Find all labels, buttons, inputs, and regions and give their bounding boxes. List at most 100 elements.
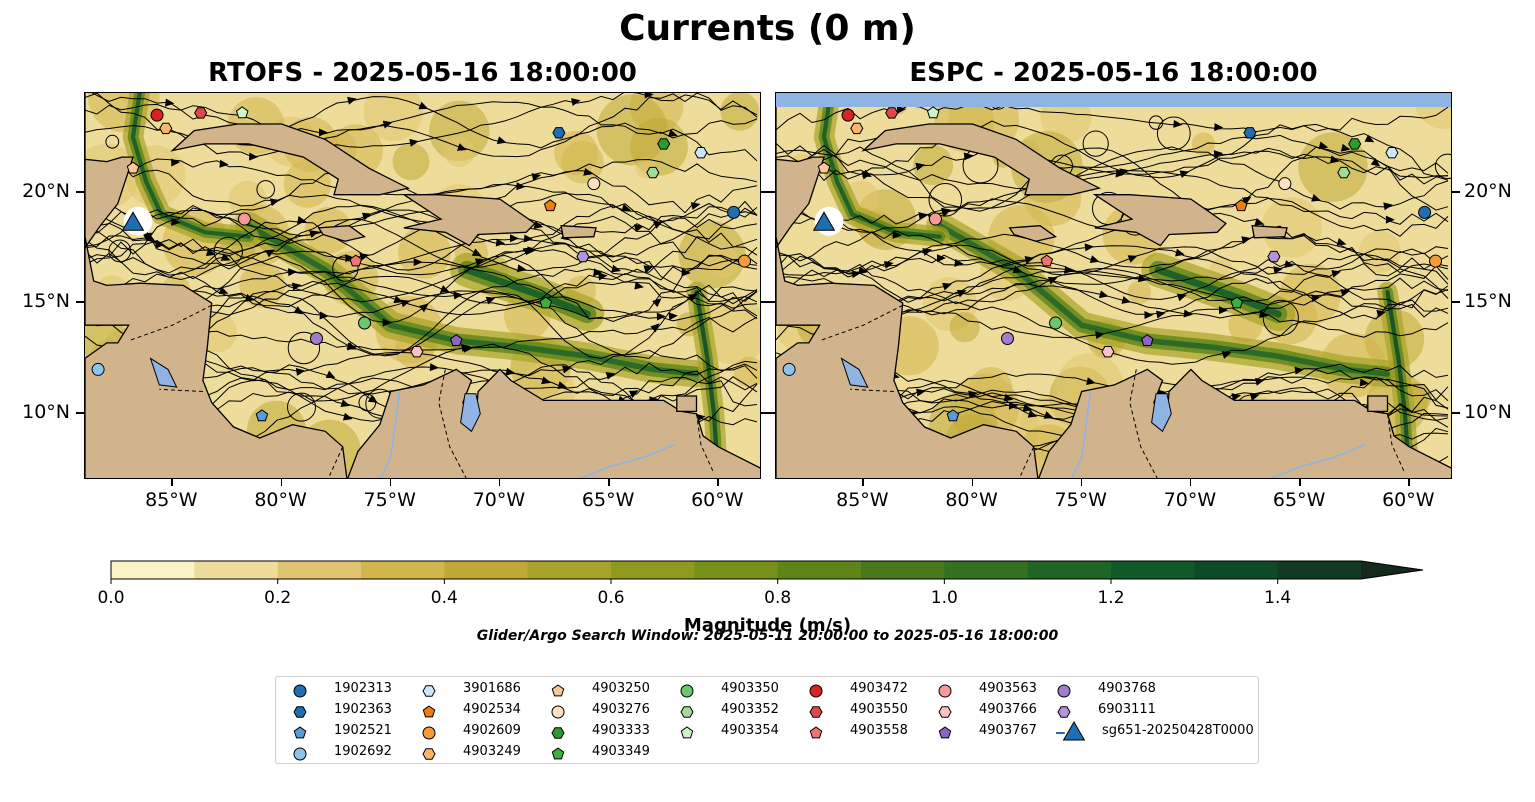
- legend-pentagon-marker: [809, 726, 823, 739]
- colorbar-segment: [527, 561, 612, 579]
- legend-marker-icon: [809, 684, 823, 698]
- legend-hexagon-marker: [1057, 706, 1071, 718]
- legend-hexagon-marker: [293, 706, 307, 718]
- legend-marker-icon: [422, 726, 436, 740]
- legend-circle-marker: [293, 684, 307, 698]
- marker-4902609: [738, 254, 752, 268]
- border: [128, 304, 212, 342]
- lat-tick-label-right: 10°N: [1464, 400, 1512, 423]
- marker-4903768: [309, 331, 323, 345]
- marker-4903550: [194, 107, 208, 119]
- lat-tick-mark: [1452, 301, 1460, 304]
- legend-label: 1902313: [334, 681, 392, 696]
- marker-4903766: [1101, 346, 1115, 358]
- colorbar-tick-label: 0.0: [97, 588, 125, 608]
- land-south-america: [347, 368, 760, 478]
- legend-label: 4903767: [979, 723, 1037, 738]
- lon-tick-mark: [608, 479, 610, 486]
- border: [819, 304, 903, 342]
- lat-tick-label-left: 10°N: [22, 400, 70, 423]
- legend-marker-icon: [551, 747, 565, 760]
- lat-tick-label-right: 15°N: [1464, 290, 1512, 313]
- legend-label: 4903550: [850, 702, 908, 717]
- marker-1902521: [946, 409, 960, 422]
- lon-tick-mark: [717, 479, 719, 486]
- legend-marker-icon: [293, 747, 307, 761]
- panel-title-rtofs: RTOFS - 2025-05-16 18:00:00: [208, 58, 637, 88]
- marker-4903563: [237, 212, 251, 226]
- marker-1902313: [1418, 205, 1432, 219]
- legend-label: 4903472: [850, 681, 908, 696]
- marker-4902609: [1429, 254, 1443, 268]
- lake-nicaragua: [149, 357, 178, 388]
- legend-label: 4903768: [1098, 681, 1156, 696]
- land-jamaica: [1008, 225, 1058, 242]
- marker-4903768: [1000, 331, 1014, 345]
- legend: 1902313 1902363 1902521 1902692 3901686 49025…: [275, 676, 1259, 764]
- marker-6903111: [576, 250, 590, 263]
- legend-circle-marker: [809, 684, 823, 698]
- map-rtofs: [85, 93, 760, 478]
- lat-tick-mark: [761, 301, 775, 304]
- land: [776, 93, 1451, 478]
- legend-pentagon-marker: [551, 747, 565, 760]
- legend-circle-marker: [1057, 684, 1071, 698]
- marker-4903349: [539, 296, 553, 309]
- legend-pentagon-marker: [680, 726, 694, 739]
- legend-marker-icon: [938, 706, 952, 718]
- legend-marker-icon: [422, 748, 436, 760]
- marker-4903767: [450, 334, 463, 346]
- legend-label: 4903276: [592, 702, 650, 717]
- lon-tick-label: 85°W: [145, 489, 198, 511]
- marker-4903349: [1230, 296, 1244, 309]
- legend-hexagon-marker: [422, 685, 436, 697]
- legend-circle-marker: [680, 684, 694, 698]
- legend-circle-marker: [422, 726, 436, 740]
- marker-4903333: [657, 138, 671, 150]
- marker-4903563: [928, 212, 942, 226]
- marker-3901686: [1385, 147, 1399, 159]
- lon-tick-label: 80°W: [945, 489, 998, 511]
- legend-marker-icon: [551, 727, 565, 739]
- border: [1020, 446, 1035, 476]
- border: [1129, 369, 1158, 478]
- lat-tick-mark: [76, 411, 84, 414]
- legend-circle-marker: [293, 747, 307, 761]
- lon-tick-mark: [1408, 479, 1410, 486]
- lon-tick-label: 70°W: [472, 489, 526, 511]
- lon-tick-label: 65°W: [581, 489, 635, 511]
- colorbar-tick-label: 1.4: [1264, 588, 1292, 608]
- lon-tick-mark: [280, 479, 283, 486]
- land-trinidad: [676, 395, 698, 413]
- colorbar-outline: [110, 560, 1424, 580]
- legend-marker-icon: [680, 684, 694, 698]
- colorbar-tick-label: 0.6: [597, 588, 625, 608]
- river: [1270, 443, 1366, 478]
- marker-4903350: [1049, 316, 1063, 330]
- marker-1902363: [552, 127, 566, 139]
- legend-pentagon-marker: [422, 705, 436, 718]
- marker-1902313: [727, 205, 741, 219]
- marker-4903550: [885, 107, 899, 119]
- lon-tick-mark: [498, 479, 501, 486]
- legend-pentagon-marker: [938, 726, 952, 739]
- legend-label: 4903349: [592, 744, 650, 759]
- legend-marker-icon: [1056, 719, 1094, 745]
- marker-sg651-20250428T0000: [121, 211, 145, 231]
- legend-circle-marker: [551, 705, 565, 719]
- colorbar-segment: [777, 561, 862, 579]
- lat-tick-label-right: 20°N: [1464, 179, 1512, 202]
- legend-marker-icon: [809, 726, 823, 739]
- legend-marker-icon: [293, 684, 307, 698]
- legend-hexagon-marker: [422, 748, 436, 760]
- legend-label: 6903111: [1098, 702, 1156, 717]
- legend-label: 4903250: [592, 681, 650, 696]
- colorbar-segment: [694, 561, 779, 579]
- colorbar-tick-label: 1.0: [930, 588, 958, 608]
- marker-4903250: [126, 161, 140, 174]
- land-hispaniola: [401, 194, 536, 247]
- panel-title-espc: ESPC - 2025-05-16 18:00:00: [909, 58, 1318, 88]
- lon-tick-mark: [1189, 479, 1192, 486]
- map-panel-espc: [775, 92, 1452, 479]
- legend-marker-icon: [551, 705, 565, 719]
